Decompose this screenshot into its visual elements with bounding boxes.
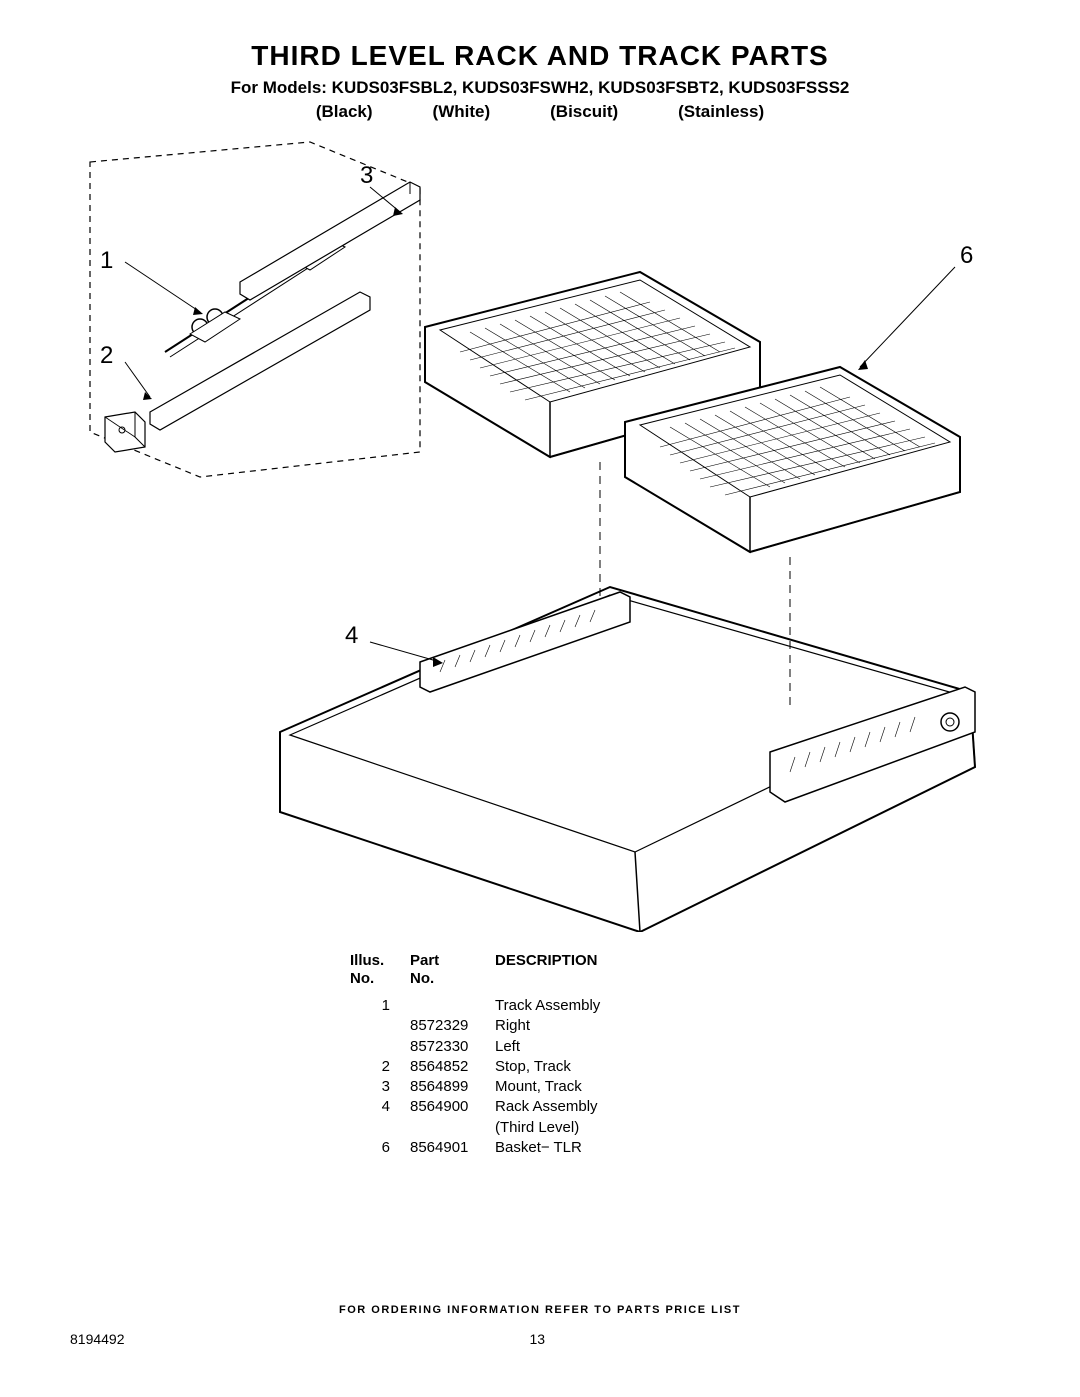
part-rack-assembly: [280, 587, 975, 932]
footer-note: FOR ORDERING INFORMATION REFER TO PARTS …: [0, 1304, 1080, 1316]
table-row: (Third Level): [350, 1118, 1010, 1138]
table-row: 38564899Mount, Track: [350, 1077, 1010, 1097]
table-body: 1Track Assembly8572329Right8572330Left28…: [350, 996, 1010, 1158]
color-black: (Black): [316, 102, 373, 122]
part-mount-track: [240, 182, 420, 300]
callout-2: 2: [100, 342, 113, 370]
exploded-diagram: 1 2 3 4 6: [70, 132, 1010, 932]
page-number: 13: [529, 1331, 545, 1347]
table-row: 8572330Left: [350, 1037, 1010, 1057]
table-row: 28564852Stop, Track: [350, 1057, 1010, 1077]
table-row: 1Track Assembly: [350, 996, 1010, 1016]
doc-number: 8194492: [70, 1331, 125, 1347]
header-desc: DESCRIPTION: [495, 952, 1010, 988]
table-header-row: Illus.No. PartNo. DESCRIPTION: [350, 952, 1010, 988]
part-stop-track: [105, 412, 145, 452]
color-stainless: (Stainless): [678, 102, 764, 122]
table-row: 68564901Basket− TLR: [350, 1138, 1010, 1158]
color-biscuit: (Biscuit): [550, 102, 618, 122]
callout-3: 3: [360, 162, 373, 190]
header-illus: Illus.No.: [350, 952, 410, 988]
colors-line: (Black) (White) (Biscuit) (Stainless): [70, 102, 1010, 122]
callout-1: 1: [100, 247, 113, 275]
page-footer: FOR ORDERING INFORMATION REFER TO PARTS …: [0, 1304, 1080, 1347]
header-part: PartNo.: [410, 952, 495, 988]
page-title: THIRD LEVEL RACK AND TRACK PARTS: [70, 40, 1010, 72]
color-white: (White): [433, 102, 491, 122]
callout-4: 4: [345, 622, 358, 650]
document-header: THIRD LEVEL RACK AND TRACK PARTS For Mod…: [70, 40, 1010, 122]
callout-6: 6: [960, 242, 973, 270]
diagram-svg: [70, 132, 1010, 932]
parts-table: Illus.No. PartNo. DESCRIPTION 1Track Ass…: [350, 952, 1010, 1158]
table-row: 8572329Right: [350, 1016, 1010, 1036]
models-line: For Models: KUDS03FSBL2, KUDS03FSWH2, KU…: [70, 78, 1010, 98]
table-row: 48564900Rack Assembly: [350, 1097, 1010, 1117]
